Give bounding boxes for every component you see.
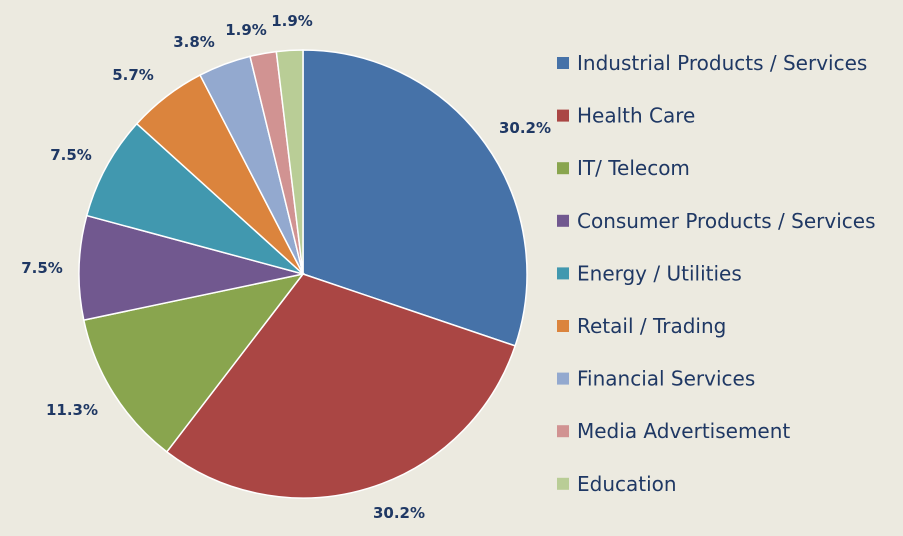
- legend-label: IT/ Telecom: [577, 156, 690, 180]
- legend-label: Health Care: [577, 104, 695, 128]
- legend-item: Media Advertisement: [557, 419, 790, 443]
- pie-slice-1: [302, 49, 528, 347]
- legend-swatch: [557, 214, 569, 227]
- legend-label: Industrial Products / Services: [577, 51, 867, 75]
- percentage-label: 11.3%: [46, 401, 98, 419]
- legend-item: Education: [557, 472, 677, 496]
- legend-item: Energy / Utilities: [557, 261, 742, 285]
- legend-swatch: [557, 109, 569, 122]
- legend-swatch: [557, 425, 569, 438]
- legend-swatch: [557, 267, 569, 280]
- legend-item: IT/ Telecom: [557, 156, 690, 180]
- legend-label: Consumer Products / Services: [577, 209, 876, 233]
- legend: Industrial Products / Services Health Car…: [557, 51, 876, 496]
- percentage-label: 30.2%: [373, 504, 425, 522]
- pie-slice-9: [275, 49, 304, 275]
- legend-swatch: [557, 477, 569, 490]
- legend-item: Industrial Products / Services: [557, 51, 867, 75]
- percentage-label: 30.2%: [499, 119, 551, 137]
- percentage-labels: 30.2% 30.2% 11.3% 7.5% 7.5% 5.7% 3.8% 1.9% 1.9%: [21, 12, 551, 522]
- legend-item: Health Care: [557, 104, 695, 128]
- legend-label: Retail / Trading: [577, 314, 726, 338]
- legend-item: Financial Services: [557, 367, 755, 391]
- legend-swatch: [557, 372, 569, 385]
- percentage-label: 7.5%: [50, 146, 92, 164]
- legend-item: Consumer Products / Services: [557, 209, 876, 233]
- legend-label: Education: [577, 472, 677, 496]
- percentage-label: 7.5%: [21, 259, 63, 277]
- legend-item: Retail / Trading: [557, 314, 726, 338]
- percentage-label: 1.9%: [225, 21, 267, 39]
- legend-label: Financial Services: [577, 367, 755, 391]
- pie-slice-5: [85, 122, 304, 275]
- percentage-label: 3.8%: [173, 33, 215, 51]
- percentage-label: 5.7%: [112, 66, 154, 84]
- legend-swatch: [557, 320, 569, 332]
- pie-slices: [78, 49, 528, 499]
- legend-label: Media Advertisement: [577, 419, 790, 443]
- legend-swatch: [557, 162, 569, 175]
- percentage-label: 1.9%: [271, 12, 313, 30]
- pie-slice-2: [165, 273, 517, 499]
- legend-label: Energy / Utilities: [577, 261, 742, 285]
- legend-swatch: [557, 57, 569, 69]
- pie-slice-3: [82, 272, 305, 453]
- pie-slice-4: [78, 214, 304, 321]
